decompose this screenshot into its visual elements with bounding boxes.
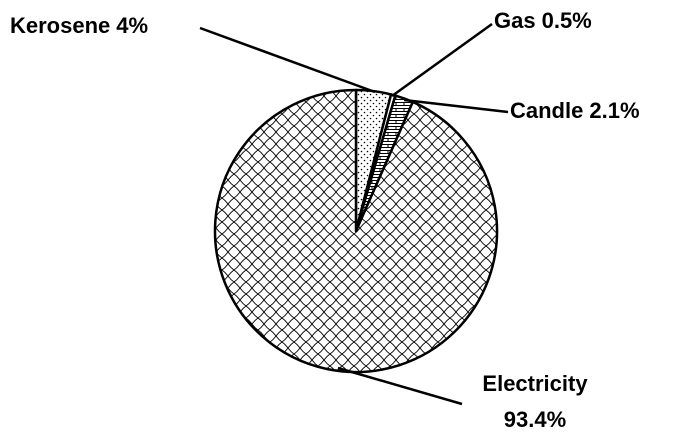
value-label: 0.5% xyxy=(542,8,592,33)
leader-line xyxy=(199,26,376,94)
pie xyxy=(213,88,499,374)
value-label: 2.1% xyxy=(589,98,639,123)
value-label: 4% xyxy=(116,13,148,38)
category-label: Kerosene xyxy=(10,13,110,38)
category-label: Gas xyxy=(494,8,536,33)
category-label: Candle xyxy=(510,98,583,123)
leader-line xyxy=(391,22,493,98)
slice-label: Candle 2.1% xyxy=(510,98,640,123)
leader-lines xyxy=(199,22,509,406)
pie-slice xyxy=(213,88,499,374)
leader-line xyxy=(403,98,509,114)
leader-line xyxy=(337,366,463,406)
labels: Kerosene 4% Gas 0.5% Candle 2.1% Electricity 93… xyxy=(10,8,640,432)
slice-label: Kerosene 4% xyxy=(10,13,148,38)
slice-label: Gas 0.5% xyxy=(494,8,592,33)
category-label: Electricity xyxy=(482,371,588,396)
value-label: 93.4% xyxy=(504,407,566,432)
